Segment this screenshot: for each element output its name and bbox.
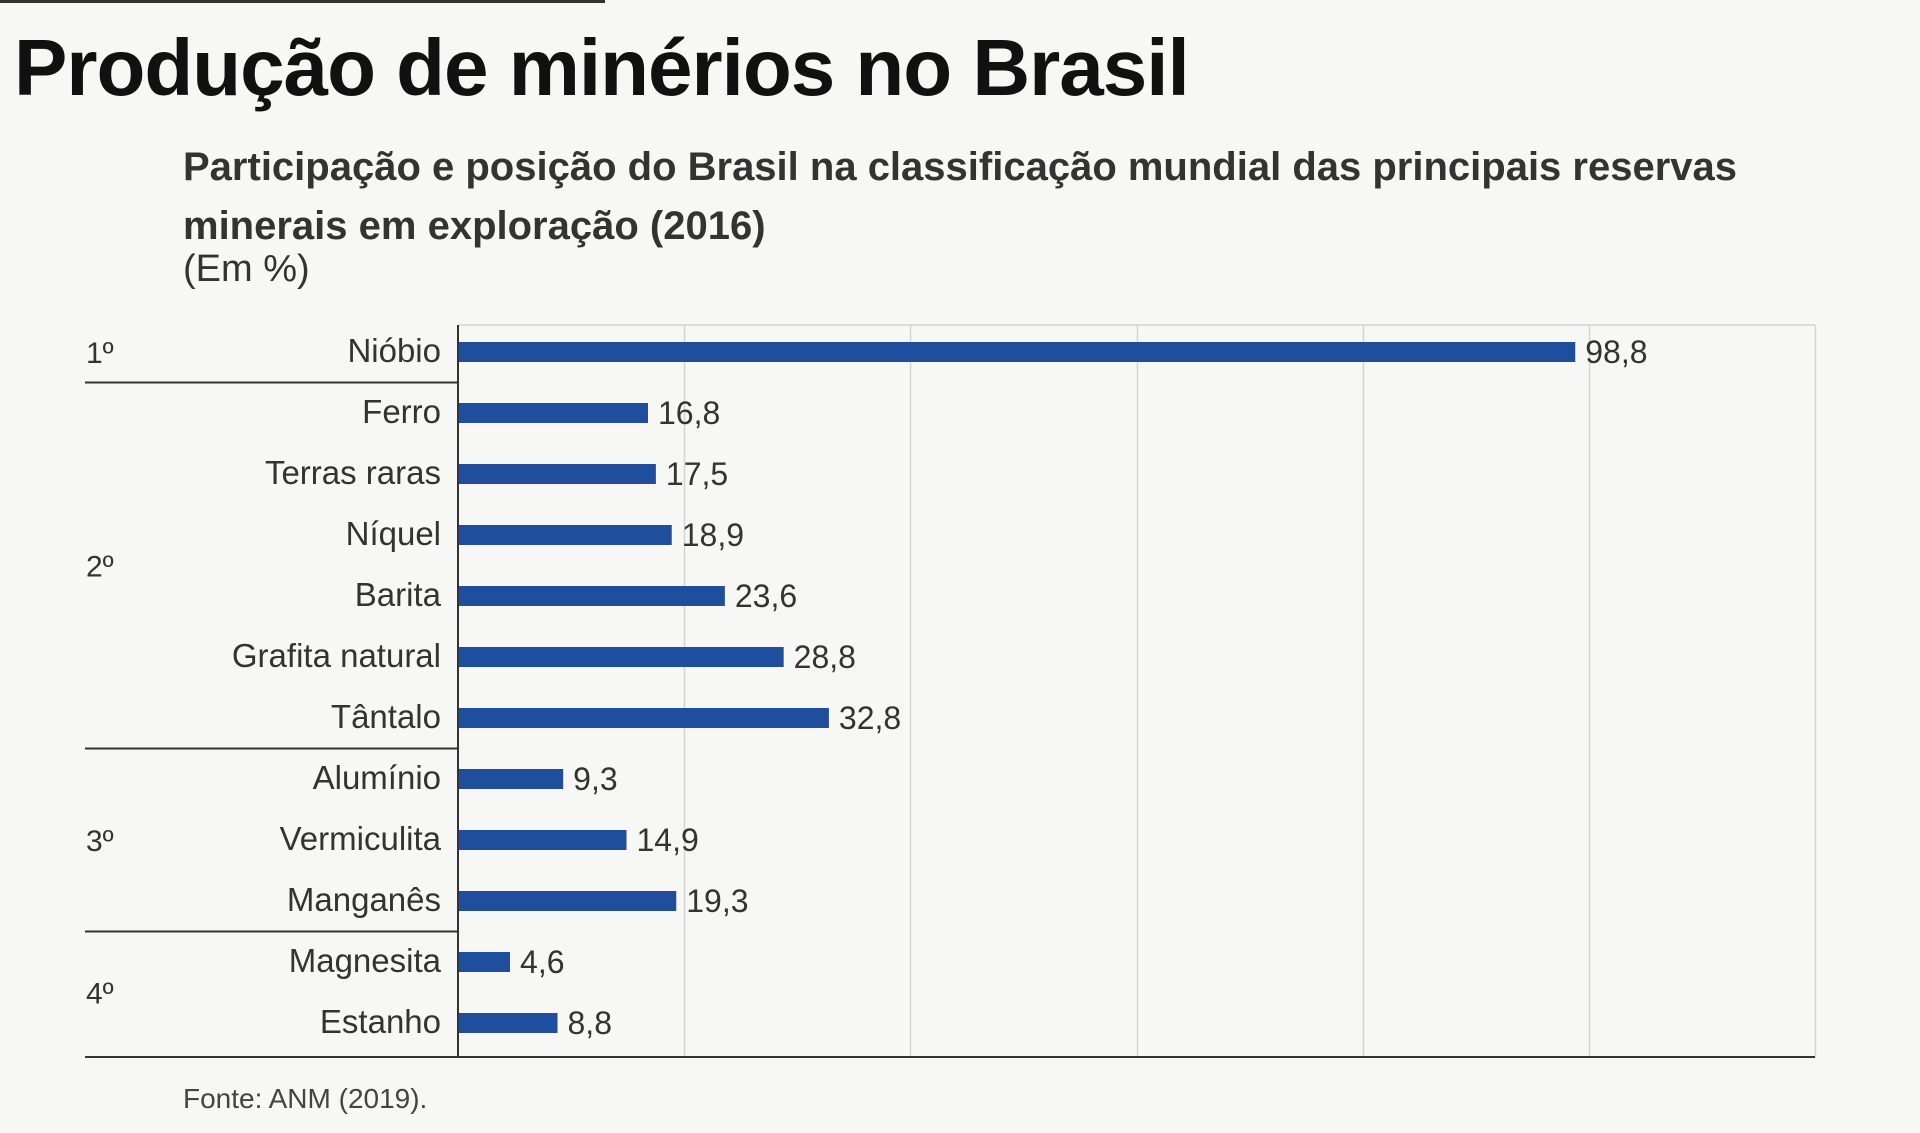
top-rule [0, 0, 605, 3]
category-label: Magnesita [289, 942, 442, 979]
category-label: Alumínio [313, 759, 441, 796]
value-label: 32,8 [839, 700, 901, 736]
chart-subtitle: Participação e posição do Brasil na clas… [183, 145, 1738, 248]
value-label: 9,3 [573, 761, 617, 797]
category-label: Terras raras [265, 454, 441, 491]
category-label: Nióbio [347, 332, 441, 369]
value-label: 14,9 [636, 822, 698, 858]
bar [458, 647, 784, 667]
value-label: 8,8 [568, 1005, 612, 1041]
bar-chart: 98,8 Nióbio 16,8 Ferro 17,5 Terras raras 18,9 N… [85, 324, 1817, 1058]
value-label: 19,3 [686, 883, 748, 919]
unit-label: (Em %) [183, 248, 310, 290]
bar [458, 891, 677, 911]
category-label: Estanho [320, 1003, 441, 1040]
source-note: Fonte: ANM (2019). [183, 1083, 428, 1114]
rank-label: 3º [86, 825, 114, 858]
bar [458, 342, 1576, 362]
value-label: 98,8 [1585, 334, 1647, 370]
value-label: 16,8 [658, 395, 720, 431]
category-label: Barita [355, 576, 442, 613]
bar [458, 1013, 558, 1033]
category-label: Tântalo [331, 698, 441, 735]
chart-title: Produção de minérios no Brasil [14, 23, 1190, 112]
rank-label: 1º [86, 337, 114, 370]
bar [458, 952, 511, 972]
value-label: 28,8 [794, 639, 856, 675]
value-label: 4,6 [520, 944, 564, 980]
category-label: Vermiculita [280, 820, 442, 857]
rank-label: 4º [86, 978, 114, 1011]
bar [458, 525, 672, 545]
category-label: Ferro [362, 393, 441, 430]
bar [458, 769, 564, 789]
value-label: 18,9 [682, 517, 744, 553]
value-label: 17,5 [666, 456, 728, 492]
rank-label: 2º [86, 551, 114, 584]
value-label: 23,6 [735, 578, 797, 614]
bar [458, 403, 648, 423]
bar [458, 830, 627, 850]
bar [458, 464, 656, 484]
category-label: Níquel [346, 515, 441, 552]
bar [458, 708, 829, 728]
bar [458, 586, 725, 606]
category-label: Grafita natural [232, 637, 441, 674]
category-label: Manganês [287, 881, 441, 918]
